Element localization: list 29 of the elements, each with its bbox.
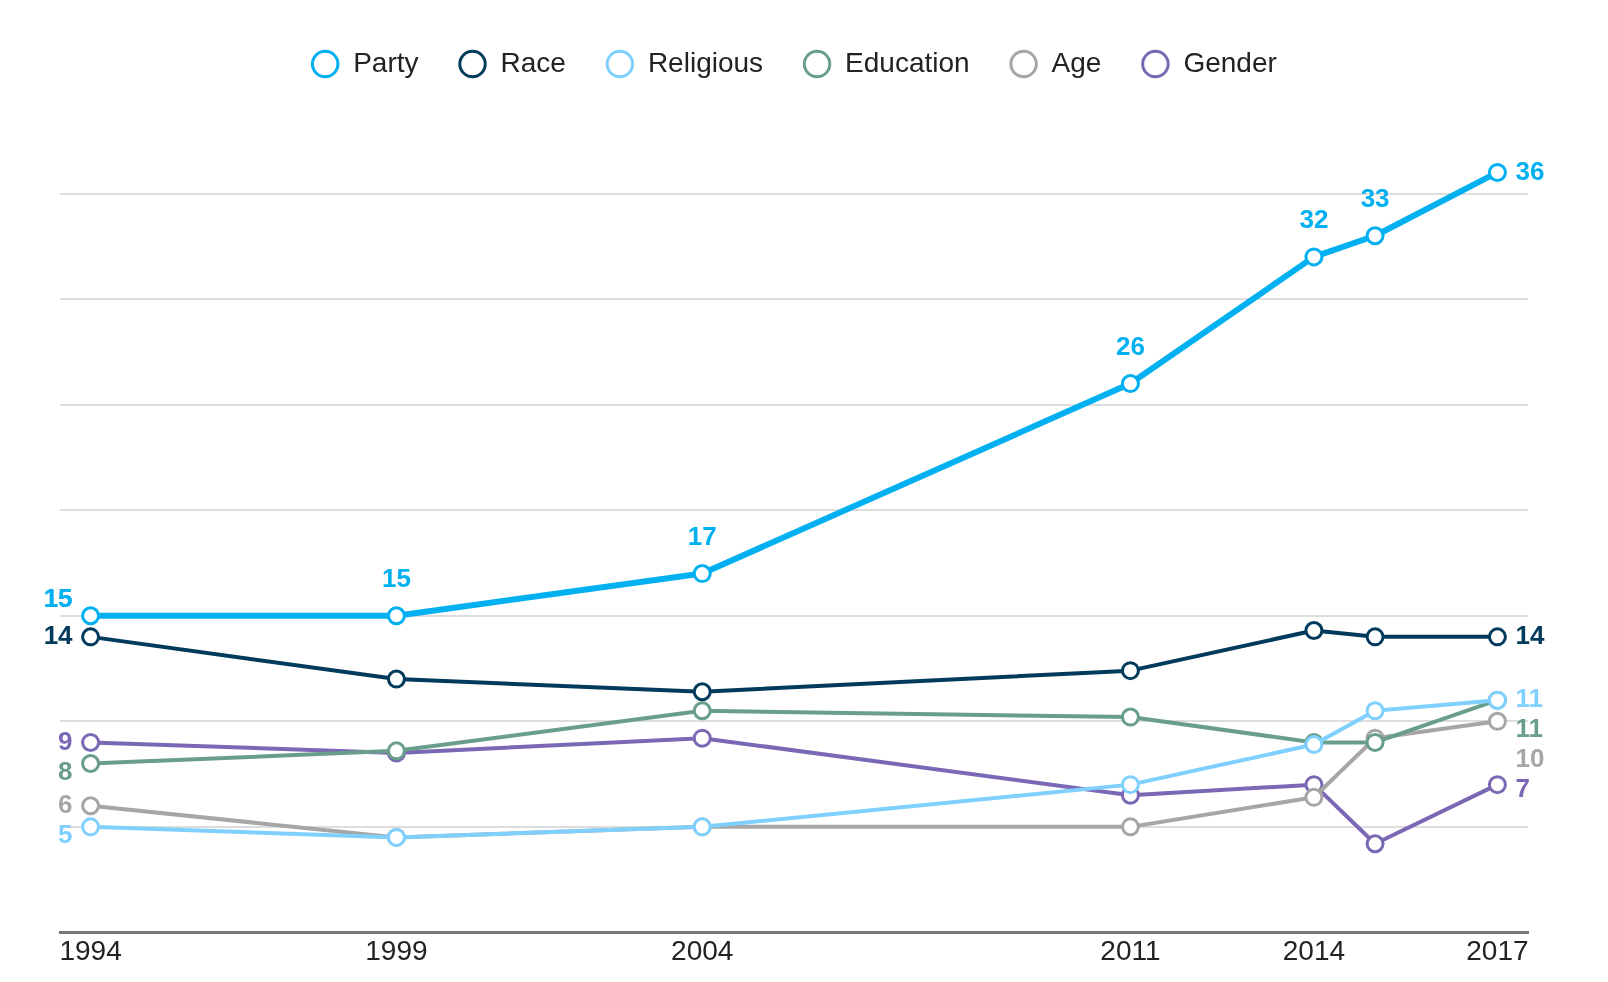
x-tick-label: 2014 <box>1282 934 1346 966</box>
data-label: 9 <box>58 725 73 756</box>
data-label: 8 <box>58 755 73 786</box>
data-label: 32 <box>1299 204 1329 235</box>
legend-label: Race <box>500 46 566 78</box>
data-label: 6 <box>58 788 73 819</box>
x-tick-label: 1994 <box>59 934 122 966</box>
legend-label: Gender <box>1183 46 1277 78</box>
legend-label: Party <box>353 46 419 78</box>
data-label: 10 <box>1515 743 1545 774</box>
data-label: 36 <box>1515 155 1545 186</box>
data-label: 5 <box>58 818 73 849</box>
data-label: 33 <box>1360 182 1390 213</box>
x-tick-label: 1999 <box>365 934 428 966</box>
x-tick-label: 2004 <box>671 934 734 966</box>
x-tick-label: 2011 <box>1100 934 1161 966</box>
data-label: 15 <box>381 562 411 593</box>
x-tick-label: 2017 <box>1466 934 1529 966</box>
data-label: 11 <box>1515 683 1543 714</box>
legend-label: Religious <box>647 46 764 78</box>
legend-label: Education <box>845 46 970 78</box>
data-label: 7 <box>1515 773 1530 804</box>
data-label: 15 <box>43 582 73 613</box>
data-label: 17 <box>687 520 717 551</box>
data-label: 14 <box>1515 620 1545 651</box>
data-label: 14 <box>43 620 74 651</box>
data-label: 11 <box>1515 713 1543 744</box>
data-label: 26 <box>1115 330 1145 361</box>
legend-label: Age <box>1051 46 1102 78</box>
